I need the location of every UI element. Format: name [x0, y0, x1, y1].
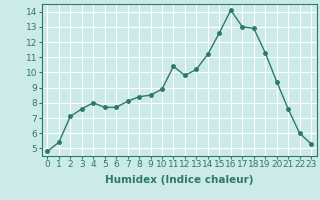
X-axis label: Humidex (Indice chaleur): Humidex (Indice chaleur): [105, 175, 253, 185]
